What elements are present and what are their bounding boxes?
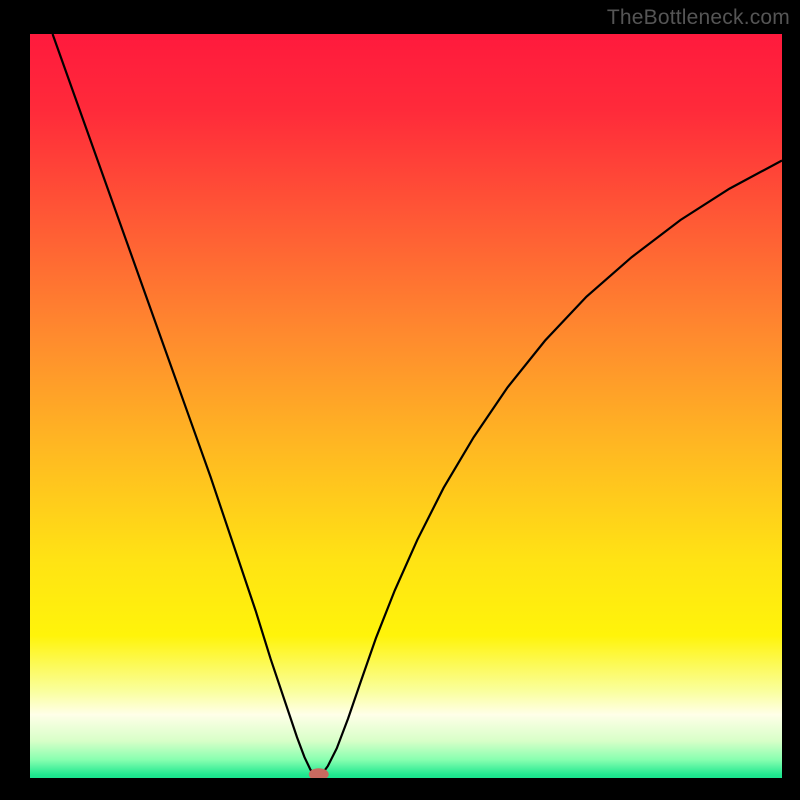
plot-area [30, 34, 782, 778]
bottleneck-curve [30, 34, 782, 778]
watermark-text: TheBottleneck.com [607, 6, 790, 30]
plot-outer-frame [0, 0, 800, 800]
